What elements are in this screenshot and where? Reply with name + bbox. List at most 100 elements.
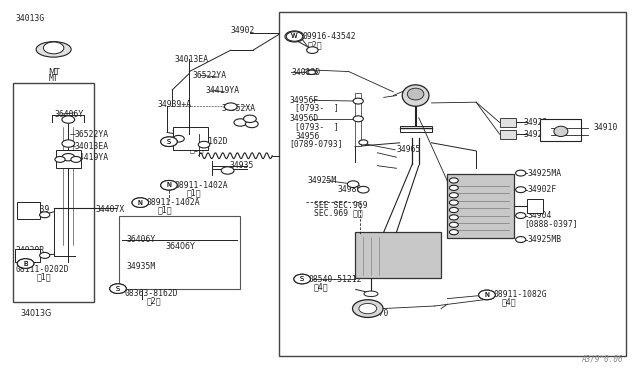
Text: 08911-1402A: 08911-1402A [147, 198, 200, 207]
Bar [173, 127, 209, 150]
Circle shape [449, 200, 458, 205]
Text: 。3。: 。3。 [189, 145, 204, 154]
Ellipse shape [402, 85, 429, 106]
Text: [0888-0397]: [0888-0397] [524, 219, 577, 228]
Text: 34902: 34902 [231, 26, 255, 35]
Text: N: N [138, 200, 143, 206]
Circle shape [359, 140, 368, 145]
Text: W: W [291, 33, 298, 39]
Bar [500, 118, 516, 127]
Text: 34902F: 34902F [527, 185, 556, 194]
Text: 。4。: 。4。 [502, 298, 516, 307]
Text: N: N [138, 200, 143, 206]
Bar [13, 83, 94, 302]
Text: N: N [484, 292, 490, 298]
Circle shape [62, 140, 75, 147]
Bar [399, 126, 431, 132]
Text: 34013D: 34013D [291, 68, 321, 77]
Ellipse shape [36, 42, 71, 57]
Text: 09916-43542: 09916-43542 [302, 32, 356, 41]
Text: 34970: 34970 [365, 309, 389, 318]
Text: 。2。: 。2。 [307, 41, 322, 49]
Text: 34013G: 34013G [20, 309, 52, 318]
Text: N: N [166, 182, 172, 188]
Text: 34956F: 34956F [289, 96, 319, 105]
Circle shape [294, 274, 310, 284]
Text: 08111-0202D: 08111-0202D [15, 265, 69, 274]
Circle shape [161, 137, 177, 147]
Circle shape [516, 237, 526, 243]
Circle shape [62, 154, 75, 161]
Text: 36406Y: 36406Y [165, 243, 195, 251]
Circle shape [449, 222, 458, 227]
Text: 34552XA: 34552XA [221, 104, 255, 113]
Ellipse shape [359, 304, 377, 314]
Text: [0789-0793]: [0789-0793] [289, 139, 343, 148]
Text: S: S [116, 286, 120, 292]
Bar [447, 174, 515, 238]
Text: 36406Y: 36406Y [127, 235, 156, 244]
Text: 34419YA: 34419YA [205, 86, 239, 95]
Text: 08911-1402A: 08911-1402A [175, 181, 228, 190]
Circle shape [234, 119, 246, 126]
Circle shape [308, 70, 316, 74]
Text: 34956: 34956 [296, 132, 320, 141]
Text: 、1、: 、1、 [157, 205, 172, 215]
Circle shape [286, 32, 303, 41]
Circle shape [307, 47, 318, 54]
Circle shape [516, 187, 526, 193]
Circle shape [161, 137, 177, 147]
Circle shape [62, 116, 75, 123]
Circle shape [479, 290, 495, 300]
Ellipse shape [353, 300, 383, 317]
Text: S: S [167, 139, 171, 145]
Text: 34935M: 34935M [127, 262, 156, 271]
Text: 。4。: 。4。 [314, 282, 328, 291]
Circle shape [358, 186, 369, 193]
Text: SEE SEC.969: SEE SEC.969 [314, 201, 367, 210]
Text: N: N [166, 182, 172, 188]
Circle shape [449, 193, 458, 198]
Text: 08911-1082G: 08911-1082G [493, 291, 547, 299]
Text: 、2、: 、2、 [147, 296, 161, 305]
Circle shape [17, 259, 34, 268]
Bar [355, 232, 441, 278]
Bar [527, 199, 543, 213]
Text: 36522YA: 36522YA [75, 130, 109, 139]
Text: 34904: 34904 [527, 211, 552, 220]
Ellipse shape [306, 70, 317, 74]
Circle shape [348, 181, 359, 187]
Text: 08540-51212: 08540-51212 [308, 275, 362, 283]
Text: 34013G: 34013G [15, 13, 45, 22]
Text: W: W [291, 33, 298, 39]
Text: 34925M: 34925M [307, 176, 337, 185]
Text: S: S [167, 139, 171, 145]
Text: 34013EA: 34013EA [175, 55, 209, 64]
Text: 34939+A: 34939+A [157, 100, 191, 109]
Circle shape [449, 208, 458, 212]
Text: 34407X: 34407X [96, 205, 125, 215]
Text: SEC.969 参図: SEC.969 参図 [314, 208, 362, 217]
Circle shape [40, 253, 50, 259]
Text: 34965: 34965 [396, 145, 421, 154]
Circle shape [353, 116, 364, 122]
Text: MT: MT [49, 74, 58, 83]
Circle shape [132, 198, 148, 208]
Text: 34910: 34910 [594, 123, 618, 132]
Ellipse shape [364, 291, 378, 296]
Circle shape [449, 230, 458, 235]
Text: 08363-6162D: 08363-6162D [175, 137, 228, 146]
Text: S: S [300, 276, 304, 282]
Circle shape [173, 135, 184, 142]
Bar [56, 150, 81, 168]
Text: S: S [300, 276, 304, 282]
Ellipse shape [407, 88, 424, 100]
Circle shape [353, 98, 364, 104]
Circle shape [479, 290, 495, 300]
Ellipse shape [554, 126, 568, 137]
Circle shape [132, 198, 148, 208]
Circle shape [294, 274, 310, 284]
Bar [540, 119, 581, 141]
Circle shape [44, 42, 64, 54]
Circle shape [71, 157, 81, 162]
